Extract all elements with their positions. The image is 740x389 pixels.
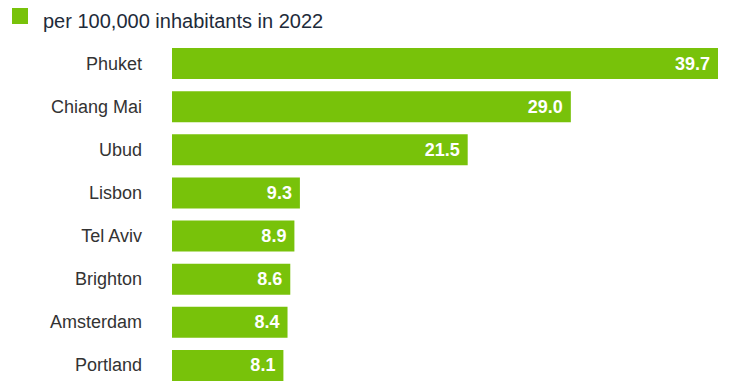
svg-text:8.9: 8.9 (261, 226, 286, 246)
svg-text:Chiang Mai: Chiang Mai (51, 97, 142, 117)
svg-text:21.5: 21.5 (425, 140, 460, 160)
svg-text:8.1: 8.1 (250, 355, 275, 375)
svg-text:Brighton: Brighton (75, 269, 142, 289)
svg-text:8.4: 8.4 (254, 312, 279, 332)
svg-text:Lisbon: Lisbon (89, 183, 142, 203)
svg-text:9.3: 9.3 (267, 183, 292, 203)
svg-text:Phuket: Phuket (86, 54, 142, 74)
svg-text:per 100,000 inhabitants in 202: per 100,000 inhabitants in 2022 (43, 10, 323, 32)
svg-text:8.6: 8.6 (257, 269, 282, 289)
svg-text:Tel Aviv: Tel Aviv (81, 226, 142, 246)
svg-text:Amsterdam: Amsterdam (50, 312, 142, 332)
svg-text:39.7: 39.7 (675, 54, 710, 74)
svg-text:Ubud: Ubud (99, 140, 142, 160)
svg-text:29.0: 29.0 (528, 97, 563, 117)
svg-text:Portland: Portland (75, 355, 142, 375)
